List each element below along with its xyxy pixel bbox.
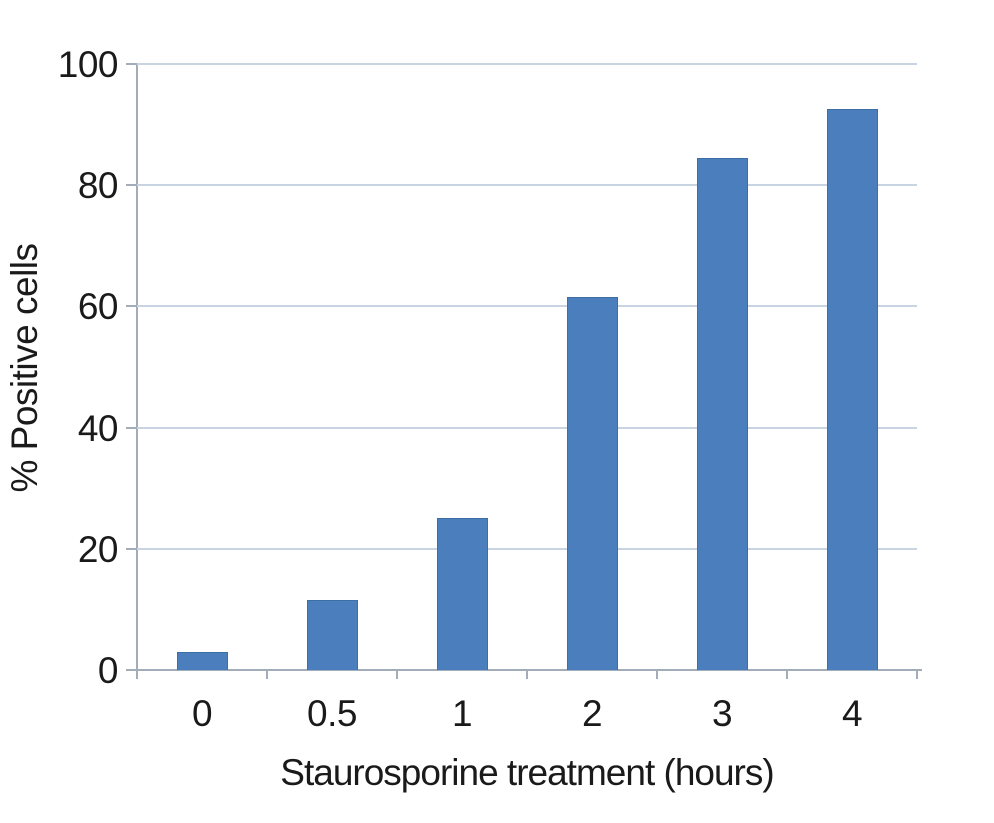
- y-tick-label-0: 0: [97, 650, 119, 691]
- y-tick-0: [126, 669, 137, 671]
- y-tick-label-60: 60: [77, 286, 119, 328]
- bar-1h: [436, 518, 488, 670]
- y-tick-80: [126, 184, 137, 187]
- x-tick-0: [136, 670, 138, 679]
- bar-2h: [566, 297, 618, 670]
- x-tick-label-0: 0: [191, 693, 213, 734]
- x-axis-line: [136, 669, 922, 671]
- x-tick-label-1: 1: [451, 693, 473, 734]
- x-tick-label-3: 3: [711, 693, 733, 734]
- y-tick-40: [126, 426, 137, 429]
- gridline-y100: [137, 63, 917, 65]
- gridline-y20: [137, 547, 917, 550]
- y-tick-label-40: 40: [77, 407, 119, 449]
- bar-0h: [176, 652, 228, 670]
- y-tick-label-100: 100: [57, 44, 119, 85]
- bar-0.5h: [306, 600, 358, 670]
- bar-4h: [826, 109, 878, 670]
- x-axis-title: Staurosporine treatment (hours): [280, 752, 774, 793]
- x-tick-1: [266, 670, 268, 679]
- bar-3h: [696, 158, 748, 670]
- y-tick-label-20: 20: [77, 528, 119, 570]
- gridline-y40: [137, 426, 917, 429]
- x-tick-label-4: 4: [841, 693, 863, 734]
- x-tick-label-2: 2: [581, 693, 603, 734]
- gridline-y60: [137, 305, 917, 308]
- y-tick-60: [126, 305, 137, 308]
- x-tick-6: [916, 670, 918, 679]
- x-tick-label-0.5: 0.5: [307, 693, 357, 734]
- y-tick-label-80: 80: [77, 165, 119, 207]
- x-tick-5: [786, 670, 788, 679]
- y-tick-100: [126, 63, 137, 65]
- x-tick-2: [396, 670, 398, 679]
- plot-area: [137, 63, 917, 670]
- y-tick-20: [126, 547, 137, 550]
- gridline-y80: [137, 184, 917, 187]
- y-axis-line: [136, 64, 138, 670]
- y-axis-title: % Positive cells: [4, 243, 45, 493]
- x-tick-3: [526, 670, 528, 679]
- x-tick-4: [656, 670, 658, 679]
